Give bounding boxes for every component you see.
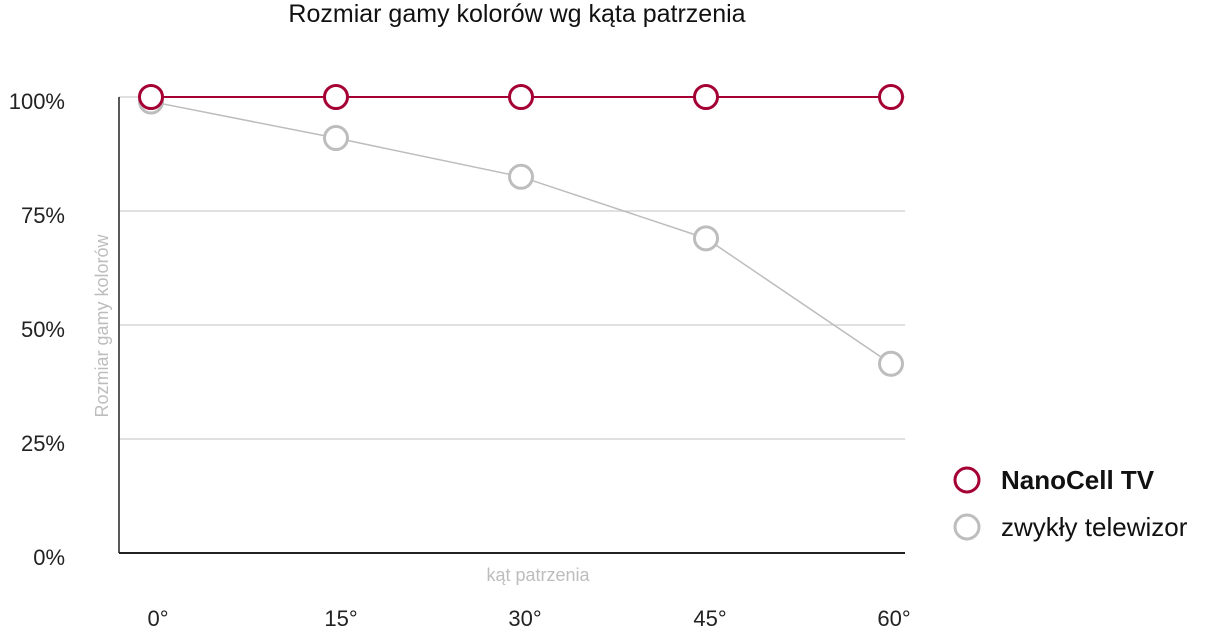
legend-label: NanoCell TV [1001, 465, 1155, 495]
legend-item: zwykły telewizor [953, 512, 1188, 542]
chart-title: Rozmiar gamy kolorów wg kąta patrzenia [288, 0, 745, 28]
legend-item: NanoCell TV [953, 465, 1155, 495]
x-tick-label: 45° [693, 606, 726, 627]
x-tick-label: 30° [508, 606, 541, 627]
y-tick-label: 50% [21, 317, 65, 342]
grid-lines [119, 96, 905, 440]
y-tick-label: 0% [33, 545, 65, 570]
y-tick-label: 75% [21, 203, 65, 228]
y-tick-label: 25% [21, 431, 65, 456]
x-tick-label: 60° [877, 606, 910, 627]
legend-marker [953, 466, 981, 494]
legend: NanoCell TV zwykły telewizor [953, 465, 1188, 542]
axes [118, 97, 905, 554]
y-tick-labels: 100% 75% 50% 25% 0% [9, 89, 65, 570]
data-point [693, 225, 719, 252]
y-axis-label: Rozmiar gamy kolorów [92, 233, 112, 417]
y-tick-label: 100% [9, 89, 65, 114]
series-layer [138, 84, 904, 377]
series-1 [138, 84, 904, 110]
data-point [878, 84, 904, 110]
data-point [878, 350, 904, 377]
data-point [508, 84, 534, 110]
series-2 [138, 88, 904, 377]
legend-marker [953, 513, 981, 541]
data-point [323, 125, 349, 152]
x-tick-label: 15° [324, 606, 357, 627]
legend-label: zwykły telewizor [1001, 512, 1188, 542]
x-axis-label: kąt patrzenia [486, 565, 590, 585]
data-point [693, 84, 719, 110]
data-point [138, 84, 164, 110]
x-tick-labels: 0° 15° 30° 45° 60° [147, 606, 910, 627]
data-point [323, 84, 349, 110]
x-tick-label: 0° [147, 606, 168, 627]
data-point [508, 163, 534, 190]
